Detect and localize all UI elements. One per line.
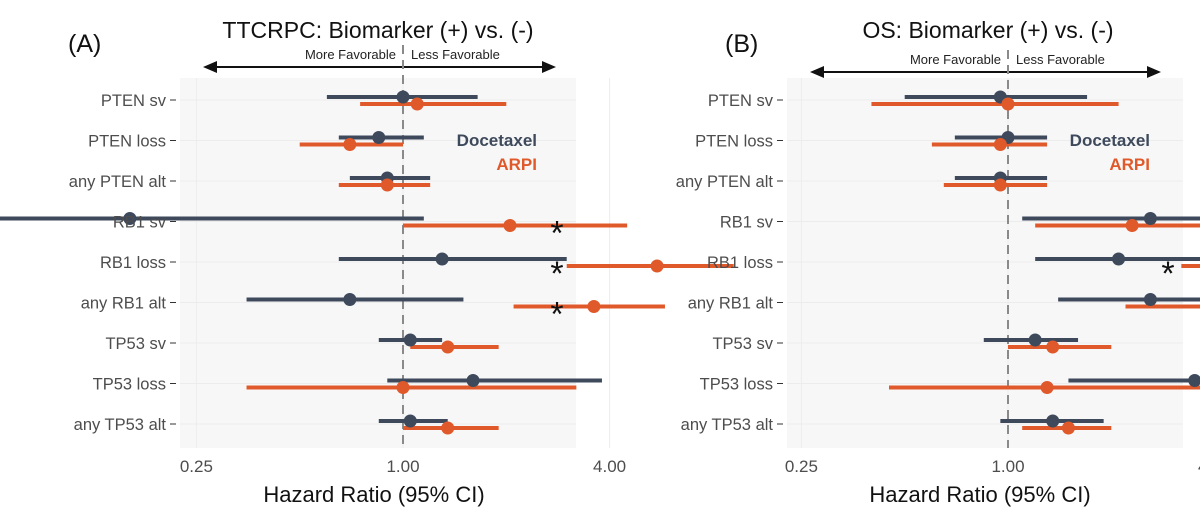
category-label-any-pten-alt: any PTEN alt (69, 173, 167, 191)
docetaxel-point-pten-loss (372, 131, 386, 144)
arpi-point-pten-sv (1001, 97, 1015, 111)
arpi-point-tp53-loss (396, 381, 410, 394)
docetaxel-point-rb1-loss (435, 252, 449, 266)
x-tick-label-0-25: 0.25 (785, 457, 818, 476)
docetaxel-point-any-tp53-alt (403, 414, 417, 428)
category-label-rb1-loss: RB1 loss (707, 254, 773, 272)
category-label-rb1-sv: RB1 sv (720, 214, 774, 232)
more-favorable-label: More Favorable (305, 47, 396, 62)
docetaxel-point-rb1-sv (1143, 212, 1157, 225)
panel-b-significance-markers: * (1161, 255, 1174, 293)
category-label-rb1-sv: RB1 sv (113, 214, 167, 232)
significance-star-rb1-loss: * (550, 255, 563, 293)
arpi-point-any-tp53-alt (1061, 421, 1075, 435)
more-favorable-arrowhead (810, 66, 824, 78)
category-label-any-tp53-alt: any TP53 alt (74, 416, 167, 434)
panel-a-significance-markers: *** (550, 215, 563, 334)
panel-b: (B) OS: Biomarker (+) vs. (-) More Favor… (676, 17, 1200, 507)
panel-b-marks (871, 90, 1200, 435)
arpi-point-pten-loss (993, 138, 1007, 151)
x-tick-label-4-00: 4.00 (1198, 457, 1200, 476)
arpi-point-tp53-loss (1040, 381, 1054, 394)
docetaxel-point-any-tp53-alt (1046, 414, 1060, 428)
x-tick-label-1-00: 1.00 (991, 457, 1024, 476)
docetaxel-point-tp53-loss (466, 374, 480, 387)
category-label-any-tp53-alt: any TP53 alt (681, 416, 774, 434)
docetaxel-point-rb1-loss (1112, 252, 1126, 266)
panel-a-x-axis-label: Hazard Ratio (95% CI) (263, 482, 484, 507)
category-label-pten-loss: PTEN loss (88, 133, 166, 151)
category-label-any-rb1-alt: any RB1 alt (688, 295, 774, 313)
category-label-pten-loss: PTEN loss (695, 133, 773, 151)
docetaxel-point-any-rb1-alt (1143, 293, 1157, 306)
panel-a-favorability-arrows: More Favorable Less Favorable (203, 47, 556, 73)
docetaxel-point-tp53-loss (1188, 374, 1200, 387)
panel-b-category-labels: PTEN sv PTEN loss any PTEN alt RB1 sv RB1 lo… (676, 92, 783, 434)
arpi-point-rb1-sv (1125, 219, 1139, 232)
panel-b-letter: (B) (725, 30, 758, 58)
significance-star-rb1-loss: * (1161, 255, 1174, 293)
category-label-rb1-loss: RB1 loss (100, 254, 166, 272)
panel-b-legend-arpi: ARPI (1109, 155, 1150, 174)
arpi-point-pten-loss (343, 138, 357, 151)
panel-b-x-tick-labels: 0.25 1.00 4.00 (785, 457, 1200, 476)
arpi-point-any-rb1-alt (587, 300, 601, 313)
arpi-point-any-pten-alt (993, 178, 1007, 192)
panel-a-letter: (A) (68, 30, 101, 58)
category-label-tp53-loss: TP53 loss (93, 376, 166, 394)
arpi-point-tp53-sv (441, 340, 455, 354)
panel-b-favorability-arrows: More Favorable Less Favorable (810, 52, 1161, 78)
x-tick-label-4-00: 4.00 (593, 457, 626, 476)
category-label-tp53-loss: TP53 loss (700, 376, 773, 394)
panel-b-title: OS: Biomarker (+) vs. (-) (862, 17, 1113, 43)
panel-a-title: TTCRPC: Biomarker (+) vs. (-) (222, 17, 533, 43)
panel-b-x-axis-label: Hazard Ratio (95% CI) (869, 482, 1090, 507)
panel-b-legend-docetaxel: Docetaxel (1070, 131, 1150, 150)
panel-a-legend-docetaxel: Docetaxel (457, 131, 537, 150)
more-favorable-label: More Favorable (910, 52, 1001, 67)
category-label-tp53-sv: TP53 sv (712, 335, 773, 353)
significance-star-rb1-sv: * (550, 215, 563, 253)
arpi-point-rb1-loss (650, 259, 664, 273)
less-favorable-arrowhead (1147, 66, 1161, 78)
docetaxel-point-tp53-sv (403, 333, 417, 347)
category-label-any-rb1-alt: any RB1 alt (81, 295, 167, 313)
panel-a-category-labels: PTEN sv PTEN loss any PTEN alt RB1 sv RB1 lo… (69, 92, 176, 434)
docetaxel-point-pten-sv (396, 90, 410, 104)
arpi-point-tp53-sv (1046, 340, 1060, 354)
x-tick-label-0-25: 0.25 (180, 457, 213, 476)
arpi-point-any-tp53-alt (441, 421, 455, 435)
significance-star-any-rb1-alt: * (550, 296, 563, 334)
more-favorable-arrowhead (203, 61, 217, 73)
less-favorable-label: Less Favorable (1016, 52, 1105, 67)
panel-a: (A) TTCRPC: Biomarker (+) vs. (-) More F… (0, 17, 734, 507)
category-label-pten-sv: PTEN sv (101, 92, 167, 110)
arpi-point-pten-sv (410, 97, 424, 111)
less-favorable-label: Less Favorable (411, 47, 500, 62)
docetaxel-point-tp53-sv (1028, 333, 1042, 347)
category-label-any-pten-alt: any PTEN alt (676, 173, 774, 191)
arpi-point-rb1-sv (503, 219, 517, 232)
category-label-pten-sv: PTEN sv (708, 92, 774, 110)
docetaxel-point-rb1-sv (123, 212, 137, 225)
panel-a-x-tick-labels: 0.25 1.00 4.00 (180, 457, 626, 476)
panel-a-marks (0, 90, 734, 435)
panel-a-legend-arpi: ARPI (496, 155, 537, 174)
x-tick-label-1-00: 1.00 (386, 457, 419, 476)
docetaxel-point-any-rb1-alt (343, 293, 357, 306)
less-favorable-arrowhead (542, 61, 556, 73)
arpi-point-any-pten-alt (380, 178, 394, 192)
category-label-tp53-sv: TP53 sv (105, 335, 166, 353)
